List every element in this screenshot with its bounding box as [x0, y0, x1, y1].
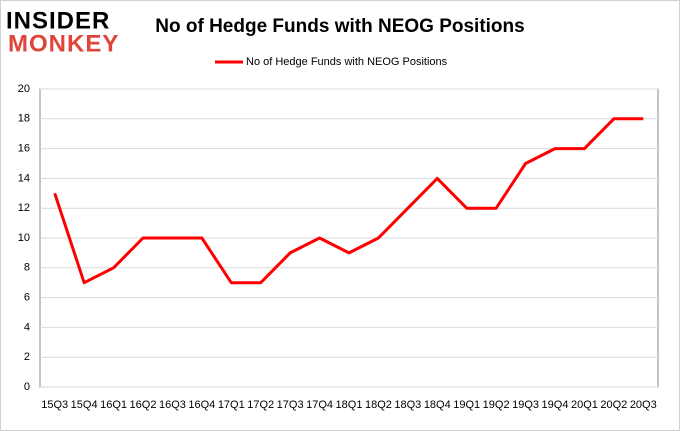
x-tick-label: 17Q1 — [218, 399, 245, 411]
y-tick-label: 6 — [24, 292, 30, 304]
x-tick-label: 18Q4 — [424, 399, 451, 411]
x-tick-label: 20Q2 — [600, 399, 627, 411]
x-tick-label: 17Q2 — [247, 399, 274, 411]
y-tick-label: 12 — [18, 202, 30, 214]
x-tick-label: 18Q1 — [336, 399, 363, 411]
x-tick-label: 19Q3 — [512, 399, 539, 411]
y-tick-label: 18 — [18, 113, 30, 125]
y-tick-label: 0 — [24, 381, 30, 393]
x-tick-label: 19Q4 — [542, 399, 569, 411]
x-tick-label: 16Q2 — [130, 399, 157, 411]
x-tick-label: 17Q4 — [306, 399, 333, 411]
logo-line1: INSIDER — [6, 7, 110, 34]
x-tick-label: 18Q3 — [394, 399, 421, 411]
x-tick-label: 17Q3 — [277, 399, 304, 411]
chart-title: No of Hedge Funds with NEOG Positions — [155, 16, 524, 37]
y-tick-label: 10 — [18, 232, 30, 244]
y-tick-label: 14 — [18, 172, 30, 184]
legend-label: No of Hedge Funds with NEOG Positions — [246, 56, 448, 68]
x-tick-label: 20Q1 — [571, 399, 598, 411]
x-tick-label: 19Q1 — [453, 399, 480, 411]
y-tick-label: 8 — [24, 262, 30, 274]
x-tick-label: 20Q3 — [630, 399, 657, 411]
x-tick-label: 15Q3 — [41, 399, 68, 411]
x-tick-label: 16Q3 — [159, 399, 186, 411]
x-tick-label: 16Q1 — [100, 399, 127, 411]
x-tick-label: 16Q4 — [188, 399, 215, 411]
x-tick-label: 18Q2 — [365, 399, 392, 411]
x-tick-label: 15Q4 — [71, 399, 98, 411]
y-tick-label: 20 — [18, 83, 30, 95]
y-tick-label: 2 — [24, 351, 30, 363]
x-tick-label: 19Q2 — [483, 399, 510, 411]
series-line — [53, 117, 644, 285]
y-tick-label: 4 — [24, 321, 30, 333]
y-tick-label: 16 — [18, 143, 30, 155]
logo-line2: MONKEY — [8, 30, 119, 57]
